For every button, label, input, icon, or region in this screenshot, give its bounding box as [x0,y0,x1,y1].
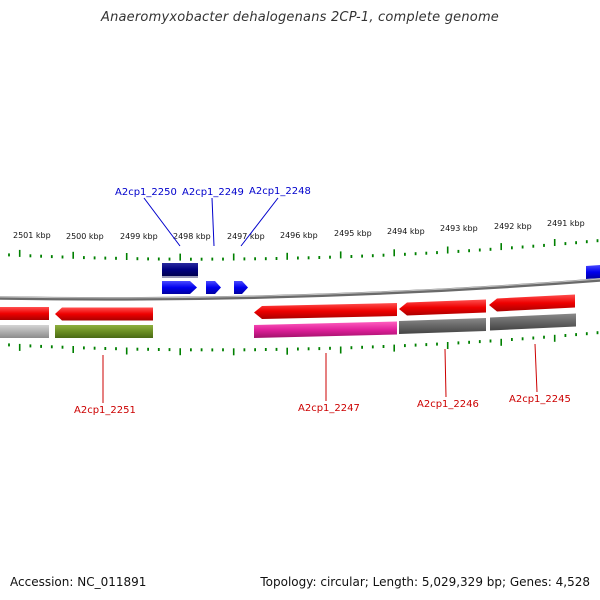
cog-bar-a2cp1-2251 [55,325,153,338]
kbp-label: 2500 kbp [66,232,104,241]
cog-bar-a2cp1-2247 [254,321,397,338]
rna-feature-shadow [162,276,198,278]
gene-label-a2cp1-2251[interactable]: A2cp1_2251 [74,405,136,416]
kbp-label: 2497 kbp [227,232,265,241]
gene-label-a2cp1-2248[interactable]: A2cp1_2248 [249,186,311,197]
gene-label-a2cp1-2247[interactable]: A2cp1_2247 [298,403,360,414]
leader-line [444,348,447,398]
gene-arrow-edge-right[interactable] [586,265,600,279]
cog-bar-a2cp1-2245 [490,313,576,331]
genome-backbone [0,278,600,301]
cog-bar-left-edge [0,325,49,338]
kbp-label: 2493 kbp [440,224,478,233]
gene-arrow-a2cp1-2251[interactable] [55,307,153,321]
kbp-label: 2492 kbp [494,222,532,231]
leader-line [240,197,279,247]
top-tick-track [8,239,599,261]
kbp-label: 2495 kbp [334,229,372,238]
bottom-tick-track [8,331,599,356]
kbp-label: 2496 kbp [280,231,318,240]
kbp-label: 2501 kbp [13,231,51,240]
gene-arrow-a2cp1-2247[interactable] [254,303,397,319]
kbp-label: 2499 kbp [120,232,158,241]
kbp-scale-labels: 2501 kbp 2500 kbp 2499 kbp 2498 kbp 2497… [13,219,585,241]
gene-label-a2cp1-2250[interactable]: A2cp1_2250 [115,187,177,198]
gene-arrow-a2cp1-2248[interactable] [234,281,248,294]
genome-backbone-highlight [0,278,600,299]
gene-arrow-a2cp1-2249[interactable] [206,281,221,294]
cog-bar-a2cp1-2246 [399,318,486,334]
gene-arrow-a2cp1-2245[interactable] [489,294,575,312]
kbp-label: 2498 kbp [173,232,211,241]
kbp-label: 2494 kbp [387,227,425,236]
gene-label-a2cp1-2245[interactable]: A2cp1_2245 [509,394,571,405]
accession-text: Accession: NC_011891 [10,575,147,589]
genome-summary-text: Topology: circular; Length: 5,029,329 bp… [260,575,590,589]
genome-title: Anaeromyxobacter dehalogenans 2CP-1, com… [100,10,500,25]
rna-feature[interactable] [162,263,198,276]
leader-line [143,197,181,247]
leader-line [534,343,538,393]
gene-arrow-left-edge[interactable] [0,307,49,320]
kbp-label: 2491 kbp [547,219,585,228]
gene-arrow-a2cp1-2250[interactable] [162,281,197,294]
gene-label-a2cp1-2249[interactable]: A2cp1_2249 [182,187,244,198]
leader-line [211,197,215,247]
gene-arrow-a2cp1-2246[interactable] [399,299,486,316]
gene-label-a2cp1-2246[interactable]: A2cp1_2246 [417,399,479,410]
